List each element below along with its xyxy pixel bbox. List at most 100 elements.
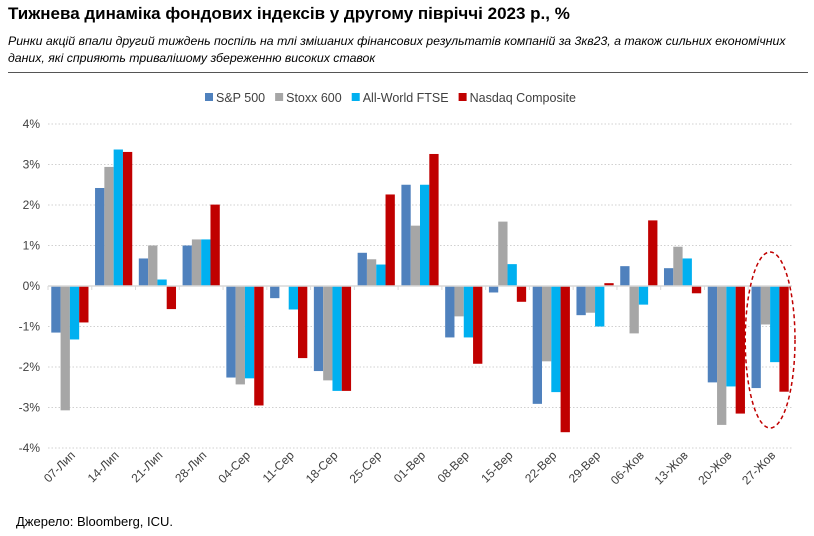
y-tick-label: -3%: [19, 401, 41, 415]
bar: [323, 286, 333, 381]
highlight-ellipse: [744, 251, 796, 429]
bar: [410, 225, 420, 286]
bar: [585, 286, 596, 313]
y-tick-label: 2%: [23, 198, 41, 212]
x-tick-label: 29-Вер: [566, 448, 603, 485]
bar: [751, 286, 761, 389]
bar: [779, 286, 789, 392]
bar: [182, 245, 192, 286]
bar: [235, 286, 245, 385]
bar: [254, 286, 264, 406]
bar: [576, 286, 586, 316]
y-tick-label: 1%: [23, 239, 41, 253]
x-tick-label: 18-Сер: [303, 448, 341, 486]
legend-swatch: [458, 93, 467, 101]
bar: [366, 259, 377, 286]
bar: [707, 286, 718, 383]
bar: [595, 286, 605, 327]
bar: [629, 286, 639, 334]
x-tick-label: 14-Лип: [85, 448, 122, 485]
bar: [663, 268, 674, 286]
y-tick-label: 3%: [23, 158, 41, 172]
bar: [473, 286, 483, 364]
bar: [682, 258, 692, 286]
bar: [201, 239, 211, 286]
bar: [717, 286, 727, 425]
bar: [648, 220, 658, 286]
bar: [516, 286, 527, 302]
x-tick-label: 01-Вер: [391, 448, 428, 485]
bar: [113, 149, 123, 286]
divider: [8, 72, 808, 73]
bar: [560, 286, 570, 433]
bar: [488, 286, 499, 293]
bar: [298, 286, 308, 359]
chart-subtitle: Ринки акцій впали другий тиждень поспіль…: [8, 34, 786, 65]
x-tick-label: 15-Вер: [478, 448, 515, 485]
x-tick-label: 13-Жов: [652, 448, 691, 487]
bar: [463, 286, 474, 338]
y-tick-label: 4%: [23, 117, 41, 131]
x-tick-label: 25-Сер: [347, 448, 385, 486]
bar: [226, 286, 236, 378]
legend-label: All-World FTSE: [363, 91, 449, 105]
legend-label: S&P 500: [216, 91, 265, 105]
bar: [157, 279, 167, 286]
bar: [498, 221, 508, 286]
bar: [166, 286, 177, 310]
y-tick-label: -4%: [19, 441, 41, 455]
bar: [191, 239, 202, 286]
bar: [122, 151, 133, 286]
bar: [541, 286, 552, 362]
bar: [51, 286, 61, 333]
bar: [210, 204, 220, 286]
bar: [420, 184, 430, 286]
x-tick-label: 06-Жов: [608, 448, 647, 487]
bar: [385, 194, 395, 286]
legend-label: Stoxx 600: [286, 91, 342, 105]
bar: [341, 286, 352, 391]
bar: [138, 258, 149, 286]
x-tick-label: 04-Сер: [215, 448, 253, 486]
bar: [357, 252, 367, 286]
legend-label: Nasdaq Composite: [470, 91, 576, 105]
y-tick-label: -1%: [19, 320, 41, 334]
bar: [507, 264, 517, 286]
y-tick-label: 0%: [23, 279, 41, 293]
bar: [620, 266, 630, 286]
bar: [770, 286, 780, 363]
x-tick-label: 20-Жов: [695, 448, 734, 487]
bar: [401, 184, 411, 286]
bar: [104, 166, 114, 286]
legend: S&P 500 Stoxx 600 All-World FTSE Nasdaq Com…: [205, 91, 576, 105]
bar: [60, 286, 70, 411]
bar: [604, 283, 614, 286]
x-tick-label: 22-Вер: [522, 448, 559, 485]
legend-swatch: [351, 93, 360, 101]
y-tick-label: -2%: [19, 360, 41, 374]
source-note: Джерело: Bloomberg, ICU.: [16, 514, 174, 529]
bar: [638, 286, 649, 305]
bar: [148, 245, 158, 286]
bar: [551, 286, 561, 393]
bar: [726, 286, 736, 387]
x-tick-label: 07-Лип: [41, 448, 78, 485]
x-tick-label: 27-Жов: [739, 448, 778, 487]
bar: [673, 246, 683, 286]
bar: [454, 286, 464, 317]
bar: [69, 286, 80, 340]
bar: [332, 286, 342, 391]
bar: [79, 286, 89, 323]
bar: [270, 286, 280, 299]
bar: [760, 286, 771, 325]
chart-title: Тижнева динаміка фондових індексів у дру…: [8, 4, 570, 23]
bar: [429, 153, 439, 286]
legend-swatch: [275, 93, 284, 101]
bar: [735, 286, 745, 414]
x-tick-label: 08-Вер: [435, 448, 472, 485]
x-tick-label: 11-Сер: [260, 448, 297, 485]
bar: [376, 264, 386, 286]
bar: [532, 286, 542, 404]
bar: [288, 286, 299, 310]
